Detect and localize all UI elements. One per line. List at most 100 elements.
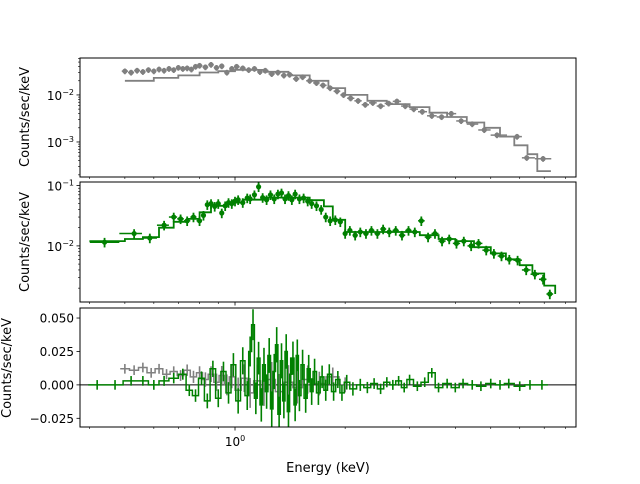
data-point bbox=[278, 188, 285, 199]
data-marker bbox=[278, 190, 285, 196]
axes-frame bbox=[79, 181, 577, 303]
data-point bbox=[376, 103, 385, 110]
data-point bbox=[188, 66, 195, 73]
data-marker bbox=[547, 291, 553, 297]
model-step-line bbox=[124, 69, 551, 172]
data-marker bbox=[145, 67, 152, 73]
plot-area bbox=[89, 182, 557, 300]
panel-middle: 10−110−2 bbox=[47, 178, 577, 306]
y-tick-label: 10−2 bbox=[47, 239, 74, 254]
data-point bbox=[418, 216, 425, 227]
data-point bbox=[347, 226, 353, 236]
data-marker bbox=[161, 67, 167, 74]
axes-frame bbox=[79, 307, 577, 428]
tick-base: 10 bbox=[225, 435, 240, 449]
data-marker bbox=[348, 95, 354, 101]
data-marker bbox=[524, 155, 530, 161]
data-point bbox=[392, 226, 399, 236]
data-marker bbox=[140, 69, 146, 75]
data-point bbox=[363, 229, 369, 239]
data-marker bbox=[483, 247, 489, 253]
data-marker bbox=[429, 113, 435, 119]
y-axis-label-middle: Counts/sec/keV bbox=[18, 192, 33, 292]
y-tick-label: 0.000 bbox=[40, 378, 74, 392]
tick-exponent: −1 bbox=[62, 178, 74, 187]
plot-area bbox=[80, 309, 576, 427]
tick-base: 10 bbox=[47, 240, 62, 254]
data-point bbox=[374, 229, 381, 239]
axes-frame bbox=[79, 57, 577, 178]
data-marker bbox=[334, 88, 340, 94]
data-point bbox=[208, 61, 214, 68]
data-marker bbox=[448, 111, 454, 117]
residual-step-line bbox=[120, 366, 352, 394]
data-marker bbox=[292, 191, 298, 197]
data-marker bbox=[352, 232, 358, 238]
data-marker bbox=[355, 98, 361, 104]
data-point bbox=[219, 208, 225, 219]
data-point bbox=[361, 102, 370, 108]
data-marker bbox=[208, 62, 214, 68]
data-marker bbox=[161, 222, 167, 228]
data-point bbox=[121, 68, 128, 75]
data-marker bbox=[394, 98, 400, 104]
y-tick-label: 10−1 bbox=[47, 178, 74, 193]
data-point bbox=[119, 229, 142, 239]
data-marker bbox=[418, 218, 424, 224]
data-point bbox=[156, 66, 162, 73]
data-marker bbox=[177, 216, 184, 222]
data-point bbox=[347, 95, 355, 102]
data-marker bbox=[122, 68, 128, 74]
data-marker bbox=[313, 203, 320, 209]
data-point bbox=[168, 212, 178, 223]
data-point bbox=[546, 289, 554, 300]
data-marker bbox=[320, 82, 326, 88]
data-marker bbox=[255, 184, 262, 190]
data-marker bbox=[233, 64, 240, 70]
data-marker bbox=[327, 218, 333, 224]
data-point bbox=[180, 66, 186, 72]
data-marker bbox=[213, 65, 220, 71]
data-point bbox=[490, 132, 508, 139]
data-point bbox=[431, 229, 439, 239]
data-marker bbox=[151, 68, 157, 74]
data-marker bbox=[219, 63, 225, 69]
data-point bbox=[333, 88, 341, 95]
data-point bbox=[398, 230, 406, 241]
panel-top: 10−210−3 bbox=[47, 57, 577, 181]
data-point bbox=[151, 68, 157, 75]
data-point bbox=[280, 72, 287, 79]
data-marker bbox=[188, 66, 195, 72]
tick-exponent: −2 bbox=[62, 239, 74, 248]
data-marker bbox=[318, 206, 324, 213]
data-point bbox=[292, 76, 300, 82]
data-marker bbox=[498, 253, 505, 259]
data-point bbox=[405, 226, 412, 236]
data-point bbox=[184, 65, 190, 72]
data-point bbox=[89, 237, 120, 248]
data-marker bbox=[323, 214, 329, 220]
data-point bbox=[192, 63, 199, 70]
data-point bbox=[436, 114, 447, 121]
data-point bbox=[424, 232, 432, 243]
data-marker bbox=[219, 210, 225, 216]
data-point bbox=[145, 67, 152, 74]
y-tick-label: 0.025 bbox=[40, 345, 74, 359]
data-point bbox=[354, 98, 362, 104]
data-marker bbox=[251, 192, 258, 198]
data-marker bbox=[540, 156, 546, 162]
data-marker bbox=[475, 240, 482, 246]
data-point bbox=[513, 255, 522, 266]
data-point bbox=[190, 212, 197, 223]
data-marker bbox=[235, 197, 241, 203]
plot-area bbox=[121, 61, 552, 172]
data-point bbox=[251, 66, 258, 72]
data-marker bbox=[147, 235, 153, 241]
tick-exponent: −3 bbox=[62, 135, 74, 144]
data-point bbox=[139, 69, 146, 75]
data-marker bbox=[468, 243, 474, 249]
data-point bbox=[538, 274, 547, 285]
data-point bbox=[175, 64, 181, 71]
data-marker bbox=[229, 66, 235, 72]
